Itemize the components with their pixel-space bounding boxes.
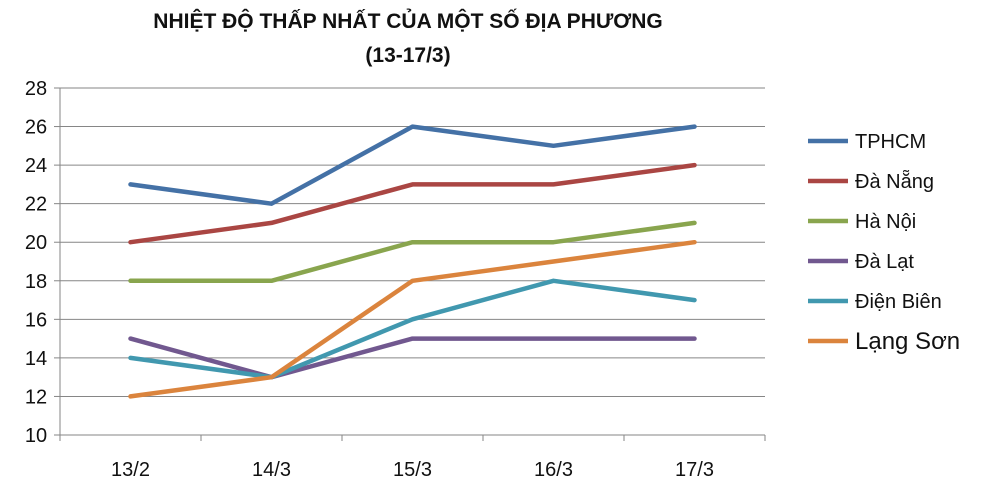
legend-label: Lạng Sơn	[855, 328, 960, 355]
y-tick-labels: 10 12 14 16 18 20 22 24 26 28	[25, 78, 60, 447]
x-tick-label: 14/3	[252, 459, 291, 481]
legend-label: Điện Biên	[855, 291, 942, 313]
legend-label: Đà Lạt	[855, 251, 914, 273]
x-tick-label: 15/3	[393, 459, 432, 481]
legend-label: Hà Nội	[855, 211, 916, 233]
series-line	[128, 162, 697, 245]
series-line	[128, 124, 697, 206]
chart-title: NHIỆT ĐỘ THẤP NHẤT CỦA MỘT SỐ ĐỊA PHƯƠNG	[153, 9, 662, 33]
legend-label: Đà Nẵng	[855, 170, 934, 193]
series-line	[128, 239, 697, 399]
series-lines	[128, 124, 697, 399]
y-tick-label: 24	[25, 155, 47, 177]
chart-subtitle: (13-17/3)	[365, 44, 450, 67]
series-line	[128, 278, 697, 380]
legend-label: TPHCM	[855, 131, 926, 153]
series-line	[128, 336, 697, 380]
y-tick-label: 10	[25, 425, 47, 447]
x-tick-labels: 13/2 14/3 15/3 16/3 17/3	[59, 435, 766, 481]
y-tick-label: 12	[25, 386, 47, 408]
y-tick-label: 18	[25, 271, 47, 293]
axes	[59, 88, 765, 436]
y-tick-label: 16	[25, 309, 47, 331]
x-tick-label: 16/3	[534, 459, 573, 481]
y-tick-label: 20	[25, 232, 47, 254]
y-tick-label: 22	[25, 194, 47, 216]
x-tick-label: 17/3	[675, 459, 714, 481]
y-tick-label: 28	[25, 78, 47, 100]
series-line	[128, 220, 697, 284]
y-tick-label: 26	[25, 117, 47, 139]
x-tick-label: 13/2	[111, 459, 150, 481]
y-tick-label: 14	[25, 348, 47, 370]
legend: TPHCM Đà Nẵng Hà Nội Đà Lạt Điện Biên Lạng Sơ…	[808, 131, 960, 355]
